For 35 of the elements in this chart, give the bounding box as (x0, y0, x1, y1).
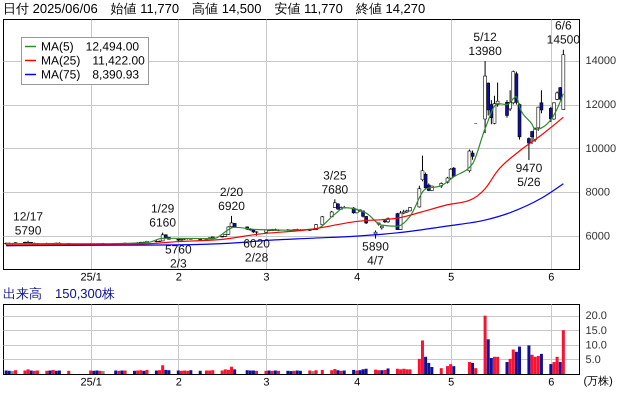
y-tick-label: 14000 (586, 55, 616, 68)
y-tick-label: 10.0 (586, 339, 607, 352)
x-tick-label: 25/1 (80, 376, 102, 388)
x-tick-label: 6 (548, 376, 554, 388)
annotation: 1/29 6160 (149, 202, 176, 230)
x-tick-label: 4 (354, 272, 360, 284)
legend-label: MA(5) 12,494.00 (41, 40, 140, 54)
x-tick-label: 5 (448, 272, 454, 284)
annotation: 2/20 6920 (218, 184, 246, 213)
annotation: 12/17 5790 (13, 210, 44, 238)
x-tick-label: 25/1 (80, 272, 102, 284)
annotation: 3/25 7680 (321, 168, 348, 196)
y-tick-label: 6000 (586, 230, 610, 243)
annotation: 5/12 13980 (468, 30, 502, 58)
x-tick-label: 2 (176, 272, 182, 284)
x-tick-label: 6 (548, 272, 554, 284)
x-tick-label: 3 (263, 272, 270, 284)
chart-title: 日付 2025/06/06 始値 11,770 高値 14,500 安値 11,770 終値 14,270 (3, 1, 426, 16)
y-tick-label: 8000 (586, 186, 610, 199)
y-tick-label: 15.0 (586, 324, 607, 337)
legend-label: MA(75) 8,390.93 (41, 68, 140, 82)
legend-label: MA(25) 11,422.00 (41, 54, 146, 68)
y-tick-label: 12000 (586, 99, 616, 112)
y-axis-title: (万株) (584, 374, 613, 388)
x-tick-label: 5 (448, 376, 454, 388)
chart-title: 出来高 150,300株 (3, 286, 115, 301)
x-tick-label: 3 (263, 376, 270, 388)
y-tick-label: 5.0 (586, 354, 601, 366)
annotation: 9470 5/26 (516, 161, 543, 190)
y-tick-label: 20.0 (586, 310, 607, 322)
x-tick-label: 2 (176, 376, 182, 388)
annotation: 5890 4/7 (362, 240, 390, 268)
annotation: 5760 2/3 (164, 242, 192, 270)
y-tick-label: 10000 (586, 142, 616, 155)
x-tick-label: 4 (354, 376, 360, 388)
